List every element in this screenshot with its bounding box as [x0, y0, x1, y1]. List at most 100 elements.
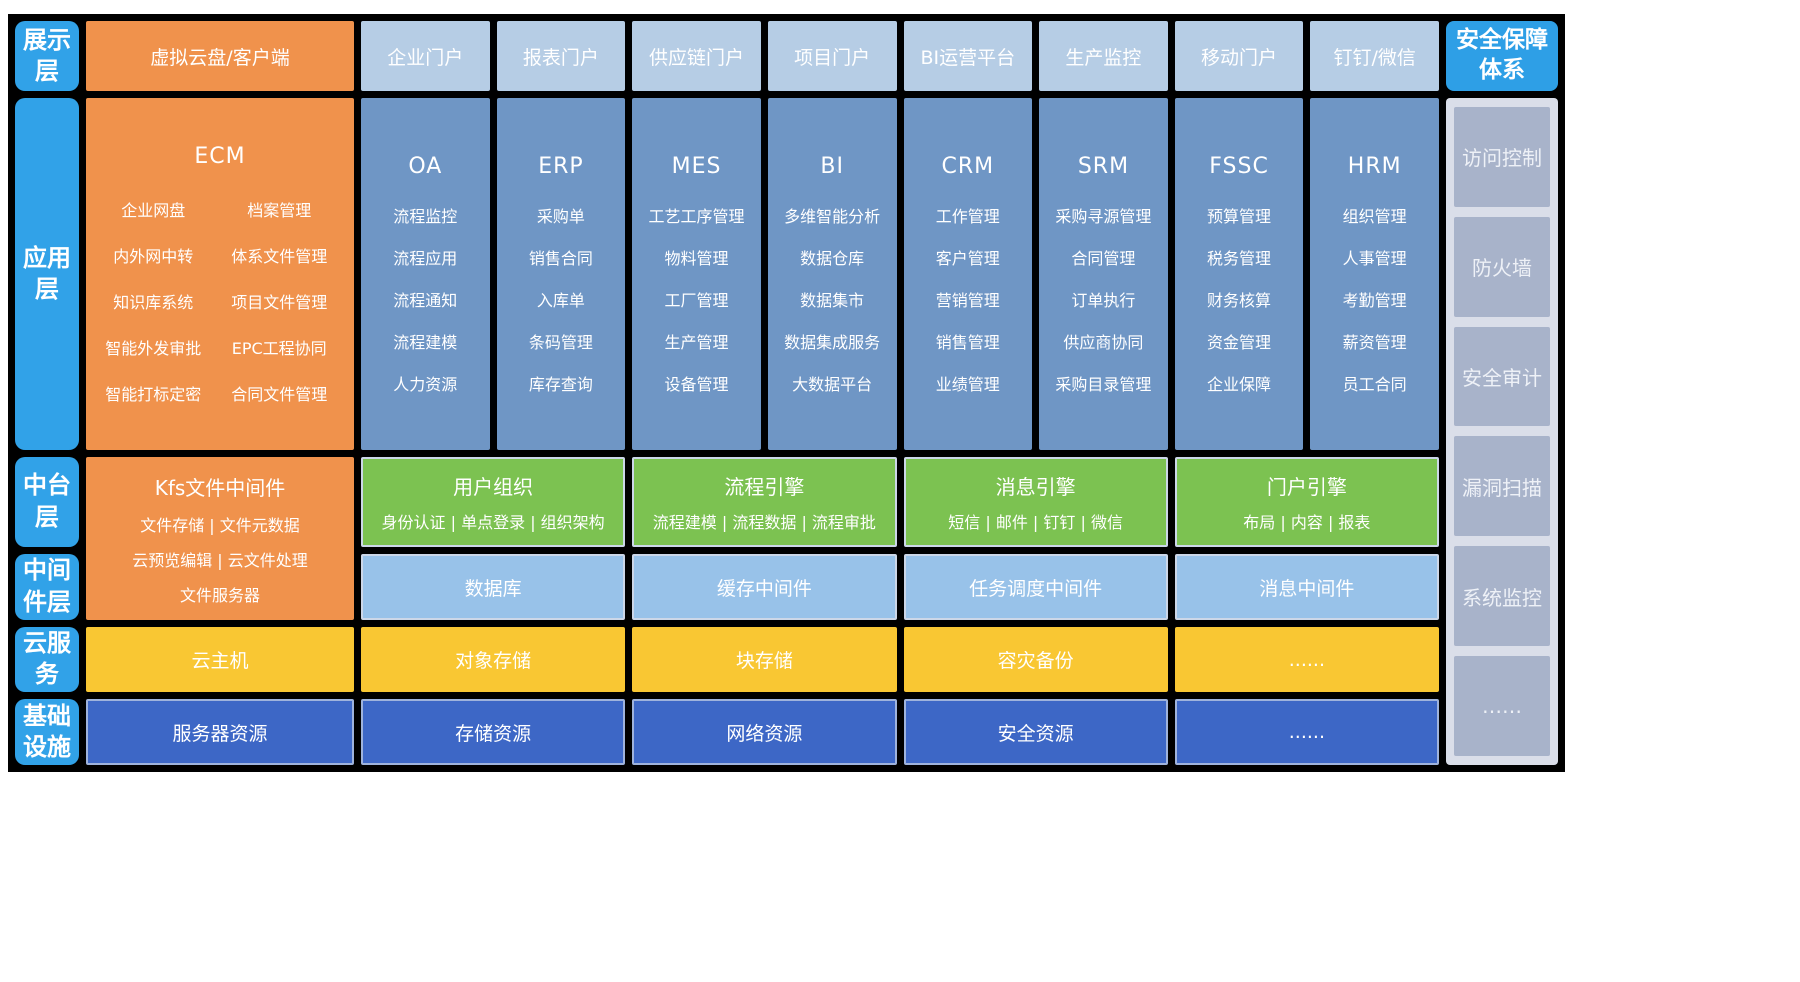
- app-column-erp: ERP 采购单 销售合同 入库单 条码管理 库存查询: [496, 98, 626, 450]
- middleware-row: 数据库 缓存中间件 任务调度中间件 消息中间件: [361, 554, 1439, 620]
- engine-block-user-org: 用户组织 身份认证 | 单点登录 | 组织架构: [361, 457, 626, 547]
- app-column-oa: OA 流程监控 流程应用 流程通知 流程建模 人力资源: [361, 98, 490, 450]
- app-item: 设备管理: [664, 374, 729, 394]
- main-grid: 虚拟云盘/客户端 企业门户 报表门户 供应链门户 项目门户 BI运营平台 生产监…: [86, 21, 1439, 765]
- app-title: FSSC: [1209, 153, 1269, 179]
- ecm-item: 合同文件管理: [231, 384, 328, 404]
- security-block-vuln-scan: 漏洞扫描: [1454, 436, 1550, 537]
- app-item: 流程应用: [393, 248, 458, 268]
- security-column: 安全保障体系 访问控制 防火墙 安全审计 漏洞扫描 系统监控 ……: [1446, 21, 1558, 765]
- app-item: 数据仓库: [800, 248, 865, 268]
- cloud-service-row: 云主机 对象存储 块存储 容灾备份 ......: [86, 627, 1439, 692]
- app-item: 财务核算: [1207, 290, 1272, 310]
- engine-block-portal: 门户引擎 布局 | 内容 | 报表: [1174, 457, 1439, 547]
- layer-label-column: 展示层 应用层 中台层 中间件层 云服务 基础设施: [15, 21, 79, 765]
- app-item: 物料管理: [664, 248, 729, 268]
- engine-subtitle: 流程建模 | 流程数据 | 流程审批: [652, 513, 876, 532]
- app-item: 数据集市: [800, 290, 865, 310]
- cloud-block-disaster-backup: 容灾备份: [903, 627, 1168, 692]
- kfs-file-middleware-block: Kfs文件中间件 文件存储 | 文件元数据 云预览编辑 | 云文件处理 文件服务…: [86, 457, 354, 620]
- app-column-srm: SRM 采购寻源管理 合同管理 订单执行 供应商协同 采购目录管理: [1039, 98, 1168, 450]
- app-item: 入库单: [536, 290, 585, 310]
- portal-tile-supply-chain: 供应链门户: [632, 21, 761, 91]
- app-item: 组织管理: [1342, 206, 1407, 226]
- app-item: 考勤管理: [1342, 290, 1407, 310]
- app-item: 合同管理: [1071, 248, 1136, 268]
- app-title: OA: [408, 153, 443, 179]
- layer-label-middleware: 中间件层: [15, 553, 79, 620]
- app-item: 生产管理: [664, 332, 729, 352]
- infrastructure-row: 服务器资源 存储资源 网络资源 安全资源 ......: [86, 699, 1439, 765]
- app-item: 企业保障: [1207, 374, 1272, 394]
- block-virtual-cloud-client: 虚拟云盘/客户端: [86, 21, 354, 91]
- ecm-item: 体系文件管理: [231, 246, 328, 266]
- app-item: 销售管理: [935, 332, 1000, 352]
- infra-block-security: 安全资源: [903, 699, 1168, 765]
- app-item: 流程通知: [393, 290, 458, 310]
- app-item: 工作管理: [935, 206, 1000, 226]
- layer-label-application: 应用层: [15, 97, 79, 450]
- cloud-block-host: 云主机: [86, 627, 354, 692]
- platform-right-stack: 用户组织 身份认证 | 单点登录 | 组织架构 流程引擎 流程建模 | 流程数据…: [361, 457, 1439, 620]
- app-item: 薪资管理: [1342, 332, 1407, 352]
- cloud-block-more: ......: [1174, 627, 1439, 692]
- engine-title: 门户引擎: [1266, 475, 1347, 499]
- ecm-item: 项目文件管理: [231, 292, 328, 312]
- engine-subtitle: 布局 | 内容 | 报表: [1243, 513, 1371, 532]
- layer-label-cloud: 云服务: [15, 626, 79, 692]
- portal-tile-production-monitor: 生产监控: [1039, 21, 1168, 91]
- cloud-block-object-storage: 对象存储: [361, 627, 626, 692]
- middleware-block-cache: 缓存中间件: [632, 554, 897, 620]
- app-item: 订单执行: [1071, 290, 1136, 310]
- app-item: 客户管理: [935, 248, 1000, 268]
- app-item: 流程监控: [393, 206, 458, 226]
- kfs-title: Kfs文件中间件: [154, 475, 286, 500]
- app-column-fssc: FSSC 预算管理 税务管理 财务核算 资金管理 企业保障: [1174, 98, 1304, 450]
- infra-block-storage: 存储资源: [361, 699, 626, 765]
- ecm-item: 档案管理: [247, 200, 312, 220]
- app-column-crm: CRM 工作管理 客户管理 营销管理 销售管理 业绩管理: [903, 98, 1033, 450]
- platform-middleware-rows: Kfs文件中间件 文件存储 | 文件元数据 云预览编辑 | 云文件处理 文件服务…: [86, 457, 1439, 620]
- layer-label-platform: 中台层: [15, 456, 79, 547]
- engine-subtitle: 身份认证 | 单点登录 | 组织架构: [381, 513, 605, 532]
- kfs-line: 文件服务器: [179, 585, 260, 605]
- engine-block-workflow: 流程引擎 流程建模 | 流程数据 | 流程审批: [632, 457, 897, 547]
- app-title: MES: [671, 153, 722, 179]
- middleware-block-database: 数据库: [361, 554, 626, 620]
- security-block-audit: 安全审计: [1454, 326, 1550, 427]
- security-block-sys-monitor: 系统监控: [1454, 546, 1550, 647]
- app-item: 采购单: [536, 206, 585, 226]
- engine-title: 用户组织: [453, 475, 534, 499]
- ecm-item: 智能外发审批: [105, 338, 202, 358]
- security-system-header: 安全保障体系: [1446, 21, 1558, 91]
- app-item: 多维智能分析: [784, 206, 881, 226]
- ecm-item: 知识库系统: [113, 292, 194, 312]
- app-item: 工厂管理: [664, 290, 729, 310]
- layer-label-display: 展示层: [15, 21, 79, 91]
- middleware-block-message: 消息中间件: [1174, 554, 1439, 620]
- architecture-diagram: 展示层 应用层 中台层 中间件层 云服务 基础设施 虚拟云盘/客户端 企业门户 …: [8, 14, 1565, 772]
- app-item: 税务管理: [1207, 248, 1272, 268]
- app-item: 营销管理: [935, 290, 1000, 310]
- kfs-line: 文件存储 | 文件元数据: [140, 515, 300, 535]
- layer-label-infrastructure: 基础设施: [15, 698, 79, 765]
- app-item: 库存查询: [528, 374, 593, 394]
- app-block-ecm: ECM 企业网盘 档案管理 内外网中转 体系文件管理 知识库系统 项目文件管理 …: [86, 98, 354, 450]
- ecm-item: EPC工程协同: [231, 338, 327, 358]
- security-block-firewall: 防火墙: [1454, 216, 1550, 317]
- ecm-item: 智能打标定密: [105, 384, 202, 404]
- middleware-block-scheduler: 任务调度中间件: [903, 554, 1168, 620]
- app-item: 资金管理: [1207, 332, 1272, 352]
- portal-tile-mobile: 移动门户: [1174, 21, 1304, 91]
- app-item: 销售合同: [528, 248, 593, 268]
- app-title: ERP: [538, 153, 584, 179]
- app-item: 工艺工序管理: [648, 206, 745, 226]
- engine-title: 流程引擎: [724, 475, 805, 499]
- ecm-items: 企业网盘 档案管理 内外网中转 体系文件管理 知识库系统 项目文件管理 智能外发…: [94, 197, 346, 405]
- app-column-mes: MES 工艺工序管理 物料管理 工厂管理 生产管理 设备管理: [632, 98, 761, 450]
- app-item: 流程建模: [393, 332, 458, 352]
- app-title: HRM: [1347, 153, 1402, 179]
- infra-block-more: ......: [1174, 699, 1439, 765]
- app-title: CRM: [941, 153, 995, 179]
- app-item: 条码管理: [528, 332, 593, 352]
